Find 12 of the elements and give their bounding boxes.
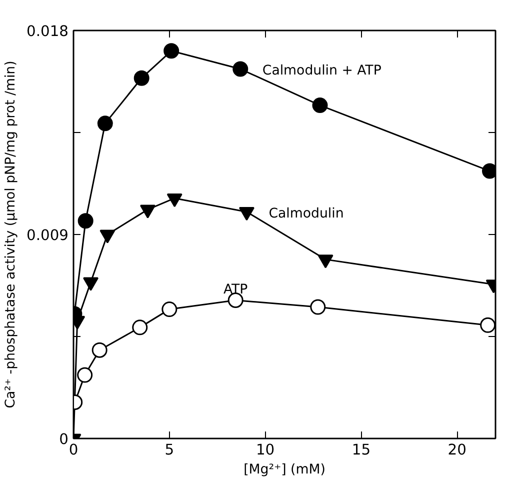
x-tick-label: 5 <box>164 442 174 458</box>
series-label: Calmodulin + ATP <box>262 64 382 79</box>
series-label: Calmodulin <box>268 206 344 222</box>
y-tick-label: 0.018 <box>26 23 69 40</box>
x-tick-label: 10 <box>256 442 275 458</box>
y-tick-label: 0 <box>59 431 69 448</box>
x-tick-label: 20 <box>448 442 466 458</box>
x-tick-label: 15 <box>352 442 371 458</box>
x-axis-title: [Mg²⁺] (mM) <box>244 462 326 478</box>
y-tick-label: 0.009 <box>26 227 69 244</box>
series-label: ATP <box>223 282 248 298</box>
y-axis-title: Ca²⁺ -phosphatase activity (μmol pNP/mg prot /min) <box>4 60 19 408</box>
